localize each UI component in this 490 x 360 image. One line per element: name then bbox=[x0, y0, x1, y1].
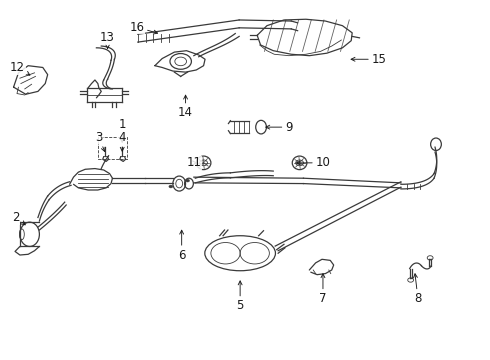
Text: 4: 4 bbox=[119, 131, 126, 151]
Text: 13: 13 bbox=[100, 31, 115, 48]
Text: 16: 16 bbox=[129, 21, 158, 34]
Text: 11: 11 bbox=[186, 156, 201, 169]
Text: 9: 9 bbox=[266, 121, 293, 134]
Text: 1: 1 bbox=[119, 118, 126, 142]
Text: 14: 14 bbox=[178, 95, 193, 120]
Text: 15: 15 bbox=[351, 53, 387, 66]
Text: 12: 12 bbox=[10, 61, 30, 75]
Text: 5: 5 bbox=[237, 281, 244, 312]
Text: 6: 6 bbox=[178, 230, 185, 261]
Text: 7: 7 bbox=[319, 274, 327, 305]
Text: 10: 10 bbox=[296, 156, 330, 169]
Text: 2: 2 bbox=[12, 211, 25, 225]
Bar bbox=[98, 137, 127, 159]
Circle shape bbox=[169, 185, 173, 188]
Text: 3: 3 bbox=[95, 131, 105, 152]
Text: 8: 8 bbox=[414, 274, 422, 305]
Circle shape bbox=[186, 179, 190, 182]
